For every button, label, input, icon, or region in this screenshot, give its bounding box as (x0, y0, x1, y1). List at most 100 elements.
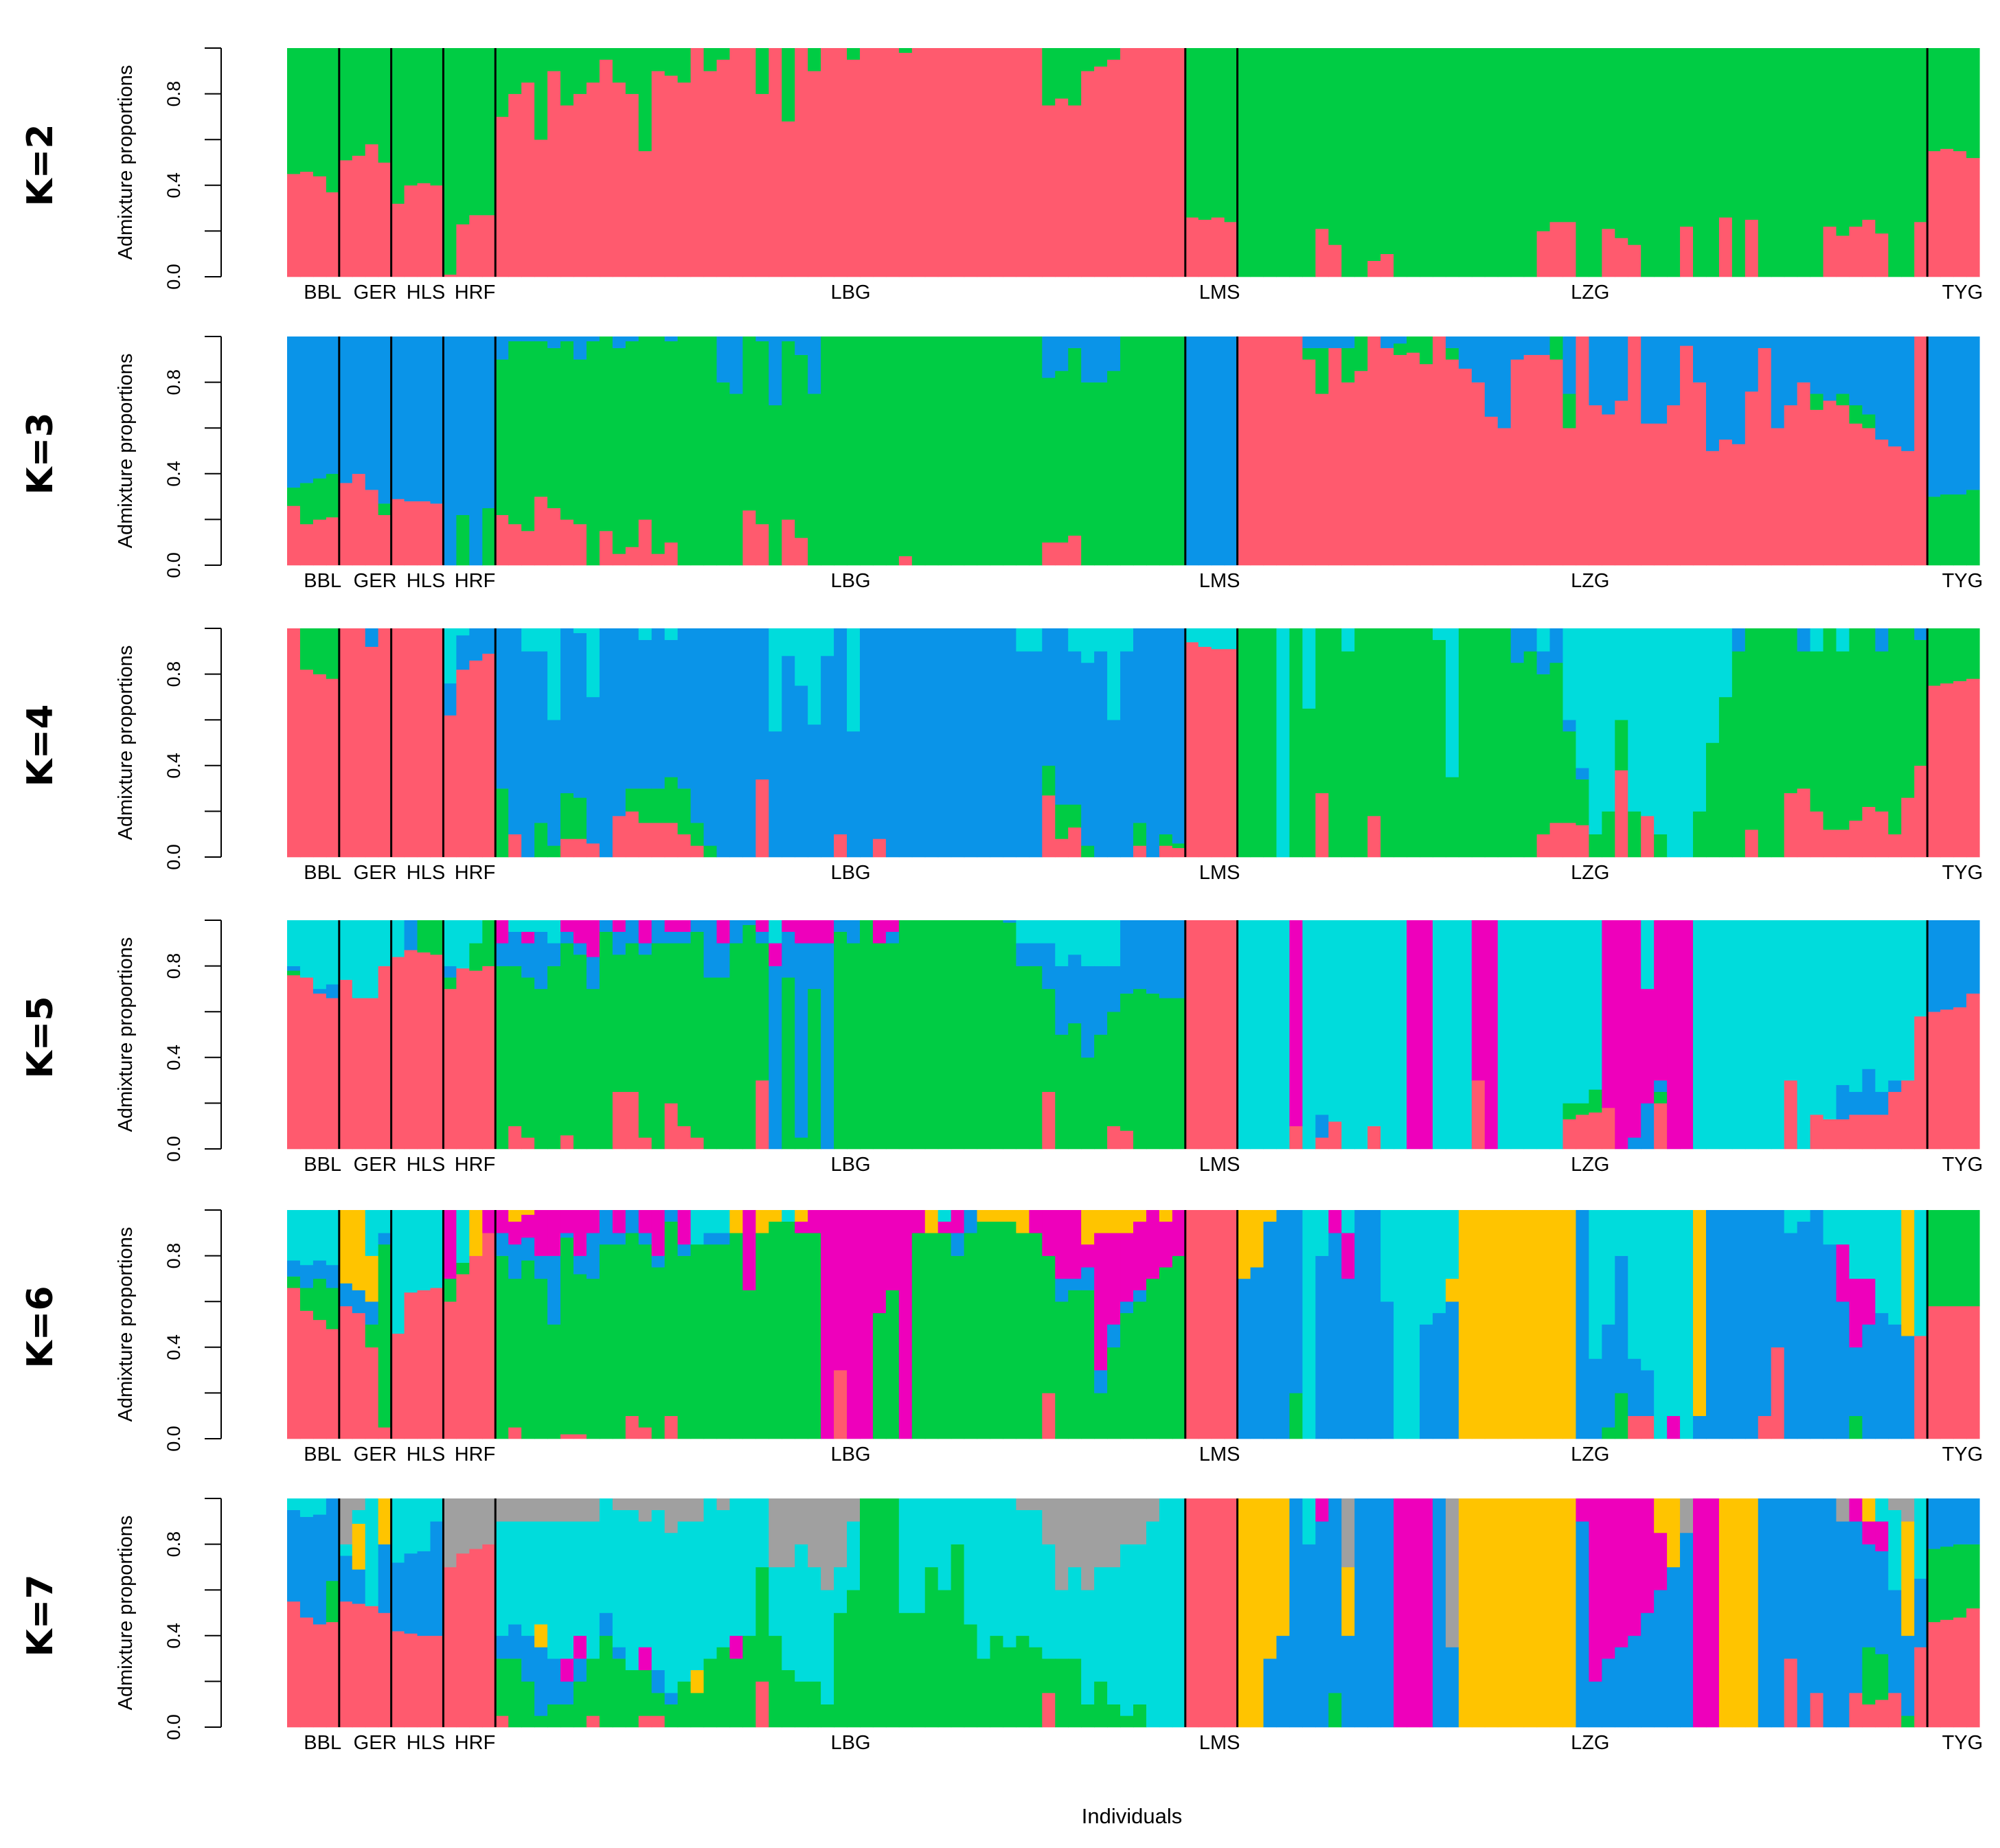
admixture-bar-segment (1094, 66, 1108, 277)
admixture-bar-segment (1849, 820, 1863, 858)
admixture-bar-segment (1731, 1210, 1746, 1439)
admixture-bar-segment (1419, 1210, 1433, 1325)
admixture-bar-segment (1888, 834, 1902, 858)
admixture-bar-segment (1667, 628, 1681, 858)
admixture-bar-segment (326, 336, 340, 475)
admixture-bar-segment (1263, 1221, 1277, 1439)
admixture-bar-segment (1667, 336, 1681, 406)
admixture-bar-segment (755, 1498, 769, 1568)
admixture-bar-segment (1094, 628, 1108, 652)
admixture-bar-segment (573, 336, 587, 360)
admixture-bar-segment (742, 1635, 756, 1728)
admixture-bar-segment (508, 1210, 522, 1222)
admixture-bar-segment (638, 336, 652, 520)
admixture-bar-segment (859, 920, 874, 1150)
admixture-bar-segment (1966, 993, 1980, 1150)
admixture-bar-segment (924, 336, 939, 566)
admixture-bar-segment (1823, 336, 1837, 401)
admixture-bar-segment (482, 966, 496, 1150)
population-label: TYG (1942, 1732, 1984, 1754)
admixture-bar-segment (1302, 1544, 1316, 1728)
admixture-bar-segment (299, 1210, 314, 1266)
admixture-bar-segment (495, 48, 509, 117)
admixture-bar-segment (1849, 48, 1863, 227)
admixture-bar-segment (898, 628, 913, 858)
y-tick-label: 0.0 (163, 552, 184, 578)
admixture-bar-segment (547, 720, 561, 846)
bars (287, 48, 1980, 277)
admixture-bar-segment (1003, 628, 1017, 858)
admixture-bar-segment (1276, 336, 1291, 566)
admixture-bar-segment (547, 48, 561, 71)
admixture-bar-segment (1029, 1210, 1043, 1233)
admixture-bar-segment (664, 628, 679, 640)
admixture-bar-segment (1966, 1544, 1980, 1609)
admixture-bar-segment (1705, 48, 1720, 277)
admixture-bar-segment (808, 48, 821, 71)
admixture-bar-segment (352, 336, 366, 475)
admixture-bar-segment (1914, 628, 1928, 640)
admixture-bar-segment (1589, 1681, 1602, 1728)
admixture-bar-segment (612, 816, 626, 858)
population-label: LBG (830, 1732, 870, 1754)
admixture-bar-segment (664, 75, 679, 277)
admixture-bar-segment (612, 347, 626, 554)
admixture-bar-segment (1367, 816, 1381, 858)
admixture-bar-segment (847, 628, 861, 732)
admixture-bar-segment (586, 1233, 600, 1279)
admixture-bar-segment (573, 632, 587, 798)
admixture-bar-segment (638, 519, 652, 566)
admixture-bar-segment (1576, 1103, 1589, 1115)
admixture-bar-segment (1810, 1498, 1824, 1693)
admixture-bar-segment (1133, 1544, 1147, 1704)
population-label: LMS (1199, 1444, 1240, 1465)
admixture-bar-segment (1016, 920, 1030, 944)
admixture-bar-segment (560, 1704, 574, 1728)
admixture-bar-segment (1576, 336, 1589, 566)
admixture-bar-segment (1654, 1103, 1668, 1150)
admixture-bar-segment (1927, 1498, 1941, 1549)
admixture-bar-segment (352, 155, 366, 277)
admixture-bar-segment (703, 845, 718, 858)
admixture-bar-segment (1758, 347, 1772, 566)
admixture-bar-segment (1497, 1210, 1512, 1439)
admixture-bar-segment (1940, 1619, 1954, 1728)
admixture-bar-segment (834, 1370, 848, 1439)
admixture-bar-segment (847, 48, 861, 60)
admixture-bar-segment (872, 336, 887, 566)
admixture-bar-segment (326, 1498, 340, 1582)
admixture-bar-segment (339, 160, 353, 277)
admixture-bar-segment (677, 1681, 692, 1728)
admixture-bar-segment (326, 920, 340, 985)
admixture-bar-segment (1862, 1210, 1876, 1279)
admixture-bar-segment (703, 71, 718, 277)
admixture-bar-segment (495, 1498, 509, 1522)
population-label: HRF (455, 862, 496, 884)
admixture-bar-segment (1680, 336, 1694, 346)
admixture-bar-segment (573, 1255, 587, 1275)
admixture-bar-segment (326, 473, 340, 518)
admixture-bar-segment (729, 920, 743, 944)
admixture-bar-segment (1237, 628, 1251, 858)
admixture-bar-segment (1042, 1544, 1056, 1659)
admixture-bar-segment (1354, 1210, 1368, 1439)
admixture-bar-segment (911, 1210, 926, 1233)
admixture-bar-segment (1576, 768, 1589, 780)
admixture-bar-segment (742, 48, 756, 277)
admixture-bar-segment (1081, 1290, 1095, 1439)
admixture-bar-segment (1458, 368, 1473, 566)
admixture-bar-segment (1849, 628, 1863, 821)
admixture-bar-segment (924, 1210, 939, 1233)
y-tick-label: 0.8 (163, 369, 184, 396)
admixture-bar-segment (1276, 1498, 1291, 1636)
admixture-bar-segment (1159, 845, 1173, 858)
admixture-bar-segment (808, 336, 821, 394)
admixture-bar-segment (1445, 1210, 1459, 1279)
admixture-bar-segment (1510, 359, 1525, 566)
admixture-bar-segment (1836, 1301, 1850, 1439)
admixture-bar-segment (664, 48, 679, 76)
admixture-bar-segment (1094, 336, 1108, 383)
admixture-bar-segment (625, 788, 639, 812)
admixture-bar-segment (638, 150, 652, 277)
